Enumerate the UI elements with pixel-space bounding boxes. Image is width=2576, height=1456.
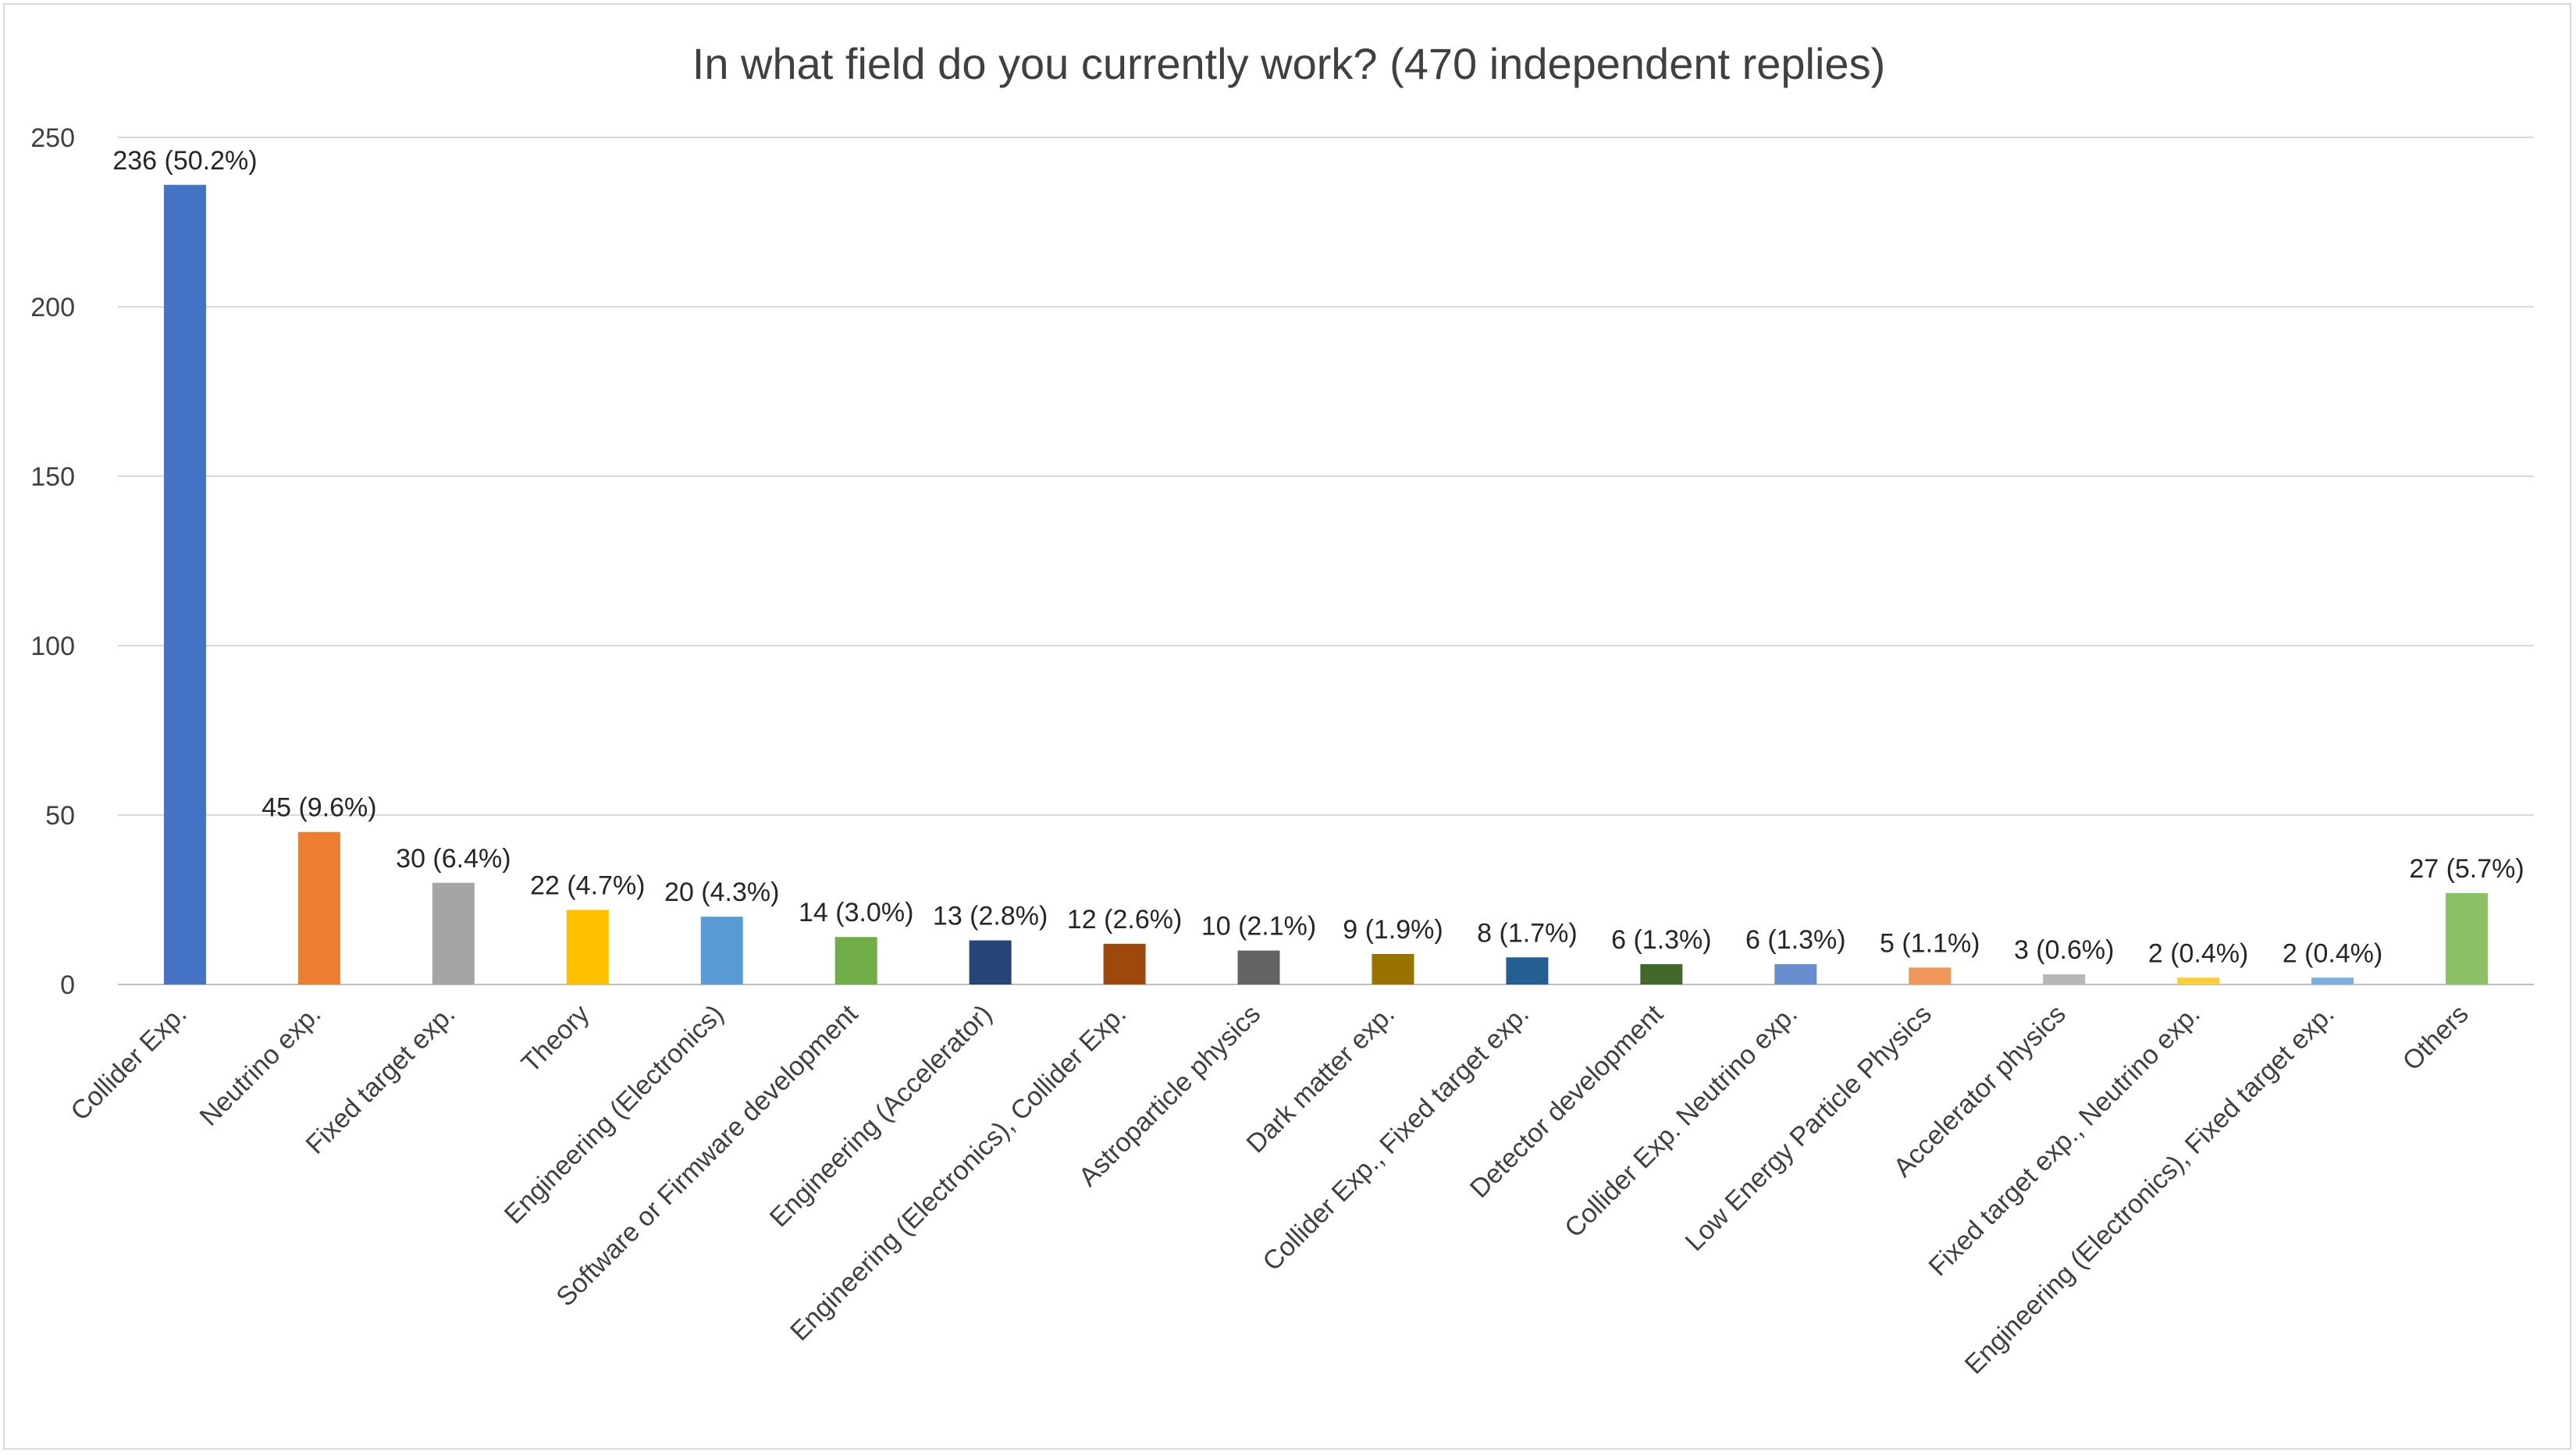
data-label: 13 (2.8%) — [933, 902, 1048, 931]
data-label: 14 (3.0%) — [799, 898, 913, 927]
data-label: 8 (1.7%) — [1477, 918, 1578, 948]
bar-3 — [432, 882, 475, 984]
bar-16 — [2177, 977, 2220, 984]
data-label: 10 (2.1%) — [1201, 912, 1316, 942]
x-tick-label: Collider Exp., Fixed target exp. — [1257, 999, 1535, 1277]
data-label: 236 (50.2%) — [112, 146, 257, 176]
data-label: 5 (1.1%) — [1880, 928, 1980, 958]
data-label: 22 (4.7%) — [530, 871, 645, 901]
bar-10 — [1372, 953, 1414, 984]
bar-18 — [2446, 892, 2489, 984]
x-axis-categories: Collider Exp. Neutrino exp.Fixed target e… — [65, 999, 2474, 1379]
x-tick-label: Engineering (Electronics) — [499, 999, 729, 1230]
chart-title: In what field do you currently work? (47… — [692, 39, 1885, 88]
bar-4 — [566, 910, 609, 984]
bar-7 — [969, 940, 1012, 984]
y-tick-label: 100 — [30, 632, 75, 661]
y-tick-label: 250 — [30, 123, 75, 153]
data-label: 2 (0.4%) — [2148, 938, 2249, 968]
x-tick-label: Collider Exp. Neutrino exp. — [1559, 999, 1803, 1244]
x-tick-label: Engineering (Accelerator) — [764, 999, 998, 1233]
data-label: 27 (5.7%) — [2409, 854, 2524, 884]
bar-1 — [163, 184, 206, 984]
data-label: 6 (1.3%) — [1611, 925, 1712, 955]
data-labels: 236 (50.2%) 45 (9.6%) 30 (6.4%) 22 (4.7%) 20… — [112, 146, 2524, 969]
y-tick-label: 50 — [45, 801, 75, 831]
bar-17 — [2311, 977, 2354, 984]
data-label: 6 (1.3%) — [1745, 925, 1846, 955]
bar-5 — [700, 917, 743, 984]
data-label: 20 (4.3%) — [664, 878, 779, 907]
x-tick-label: Software or Firmware development — [550, 999, 863, 1312]
y-tick-label: 0 — [60, 970, 75, 1000]
x-tick-label: Theory — [516, 999, 596, 1079]
y-axis-ticks: 0 50 100 150 200 250 — [30, 123, 75, 1000]
x-tick-label: Fixed target exp. — [301, 999, 461, 1160]
bar-14 — [1909, 967, 1952, 984]
data-label: 30 (6.4%) — [396, 844, 511, 874]
x-tick-label: Low Energy Particle Physics — [1680, 999, 1937, 1257]
x-tick-label: Dark matter exp. — [1241, 999, 1401, 1159]
data-label: 45 (9.6%) — [262, 793, 376, 823]
y-tick-label: 200 — [30, 293, 75, 322]
y-tick-label: 150 — [30, 462, 75, 492]
data-label: 12 (2.6%) — [1067, 905, 1182, 934]
bar-8 — [1103, 943, 1146, 984]
x-tick-label: Neutrino exp. — [194, 999, 327, 1132]
bar-15 — [2043, 974, 2086, 984]
data-label: 9 (1.9%) — [1343, 915, 1443, 945]
bar-9 — [1237, 950, 1280, 984]
bar-11 — [1506, 957, 1549, 984]
gridlines — [118, 137, 2534, 985]
bar-12 — [1640, 963, 1683, 984]
bars — [163, 184, 2489, 984]
data-label: 3 (0.6%) — [2014, 935, 2115, 965]
data-label: 2 (0.4%) — [2282, 938, 2383, 968]
x-tick-label: Fixed target exp., Neutrino exp. — [1923, 999, 2206, 1282]
bar-2 — [297, 831, 340, 984]
chart-frame: In what field do you currently work? (47… — [3, 3, 2571, 1450]
bar-chart: In what field do you currently work? (47… — [30, 39, 2534, 1380]
bar-6 — [834, 937, 877, 984]
x-tick-label: Others — [2397, 999, 2475, 1077]
bar-13 — [1774, 963, 1817, 984]
x-tick-label: Collider Exp. — [65, 999, 192, 1127]
